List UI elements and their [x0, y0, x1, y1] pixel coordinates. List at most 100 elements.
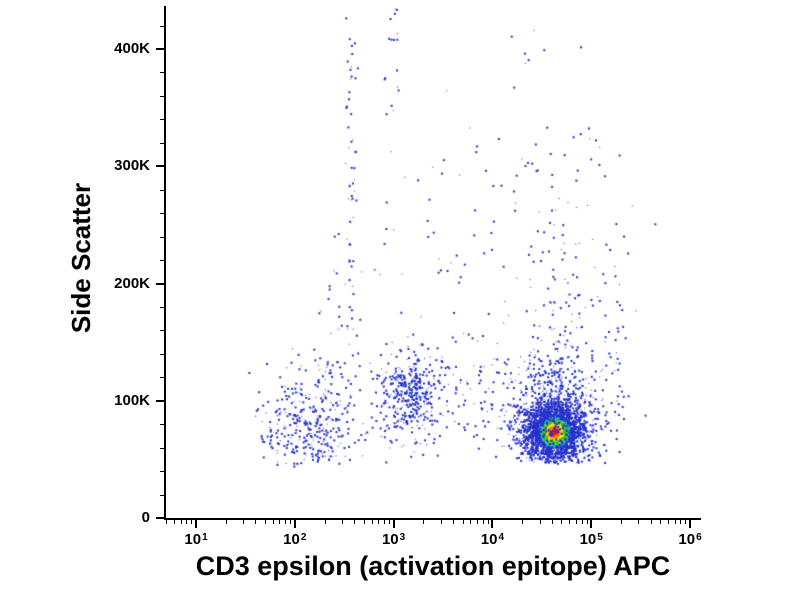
x-axis-minor-tick	[561, 520, 563, 524]
y-axis-minor-tick	[160, 377, 164, 379]
x-axis-minor-tick	[174, 520, 176, 524]
x-tick-exponent: 1	[202, 531, 208, 543]
x-axis-minor-tick	[341, 520, 343, 524]
x-axis-minor-tick	[384, 520, 386, 524]
y-axis-minor-tick	[160, 494, 164, 496]
x-axis-minor-tick	[680, 520, 682, 524]
y-axis-minor-tick	[160, 306, 164, 308]
x-tick-exponent: 4	[498, 531, 505, 543]
x-axis-tick-label: 103	[370, 531, 418, 548]
x-axis-line	[164, 518, 701, 520]
x-axis-minor-tick	[575, 520, 577, 524]
y-axis-minor-tick	[160, 25, 164, 27]
x-tick-exponent: 5	[597, 531, 603, 543]
x-tick-base: 10	[283, 531, 300, 548]
x-axis-title: CD3 epsilon (activation epitope) APC	[195, 551, 671, 581]
y-axis-tick	[156, 48, 164, 50]
x-axis-minor-tick	[423, 520, 425, 524]
x-axis-minor-tick	[660, 520, 662, 524]
x-axis-minor-tick	[482, 520, 484, 524]
x-tick-exponent: 3	[399, 531, 406, 543]
y-axis-line	[164, 6, 166, 520]
x-axis-tick-label: 105	[567, 531, 615, 548]
y-axis-minor-tick	[160, 330, 164, 332]
x-axis-minor-tick	[453, 520, 455, 524]
x-axis-minor-tick	[279, 520, 281, 524]
x-tick-base: 10	[579, 531, 597, 548]
x-axis-minor-tick	[272, 520, 274, 524]
x-tick-base: 10	[480, 531, 498, 548]
y-axis-title: Side Scatter	[66, 182, 96, 334]
x-axis-tick	[590, 520, 593, 528]
x-axis-minor-tick	[285, 520, 287, 524]
x-axis-minor-tick	[569, 520, 571, 524]
y-axis-tick	[156, 165, 164, 168]
x-tick-base: 10	[678, 531, 696, 548]
x-axis-minor-tick	[638, 520, 640, 524]
x-axis-minor-tick	[674, 520, 676, 524]
x-axis-minor-tick	[462, 520, 464, 524]
x-axis-minor-tick	[581, 520, 583, 524]
x-axis-minor-tick	[440, 520, 442, 524]
x-axis-minor-tick	[225, 520, 227, 524]
x-axis-minor-tick	[371, 520, 373, 524]
x-axis-tick-label: 106	[666, 531, 714, 548]
y-axis-tick-label: 100K	[114, 391, 150, 409]
x-axis-minor-tick	[685, 520, 687, 524]
x-axis-minor-tick	[620, 520, 622, 524]
y-axis-minor-tick	[160, 353, 164, 355]
y-axis-minor-tick	[160, 471, 164, 473]
x-axis-minor-tick	[354, 520, 356, 524]
y-axis-tick-label: 200K	[114, 274, 150, 292]
y-axis-minor-tick	[160, 213, 164, 215]
x-axis-tick	[491, 520, 494, 528]
x-axis-tick-label: 104	[468, 531, 516, 548]
x-axis-minor-tick	[243, 520, 245, 524]
y-axis-minor-tick	[160, 189, 164, 191]
y-axis-tick-label: 400K	[114, 40, 150, 57]
y-axis-minor-tick	[160, 447, 164, 449]
x-tick-exponent: 6	[696, 531, 702, 543]
x-axis-minor-tick	[324, 520, 326, 524]
y-axis-minor-tick	[160, 260, 164, 262]
x-axis-minor-tick	[290, 520, 292, 524]
x-tick-base: 10	[184, 531, 202, 548]
x-axis-minor-tick	[586, 520, 588, 524]
x-axis-tick	[195, 520, 197, 528]
x-axis-minor-tick	[650, 520, 652, 524]
x-axis-minor-tick	[487, 520, 489, 524]
x-axis-minor-tick	[363, 520, 365, 524]
x-axis-minor-tick	[389, 520, 391, 524]
x-axis-minor-tick	[522, 520, 524, 524]
x-axis-tick	[689, 520, 691, 528]
x-axis-minor-tick	[539, 520, 541, 524]
x-axis-tick	[293, 520, 296, 528]
x-axis-minor-tick	[551, 520, 553, 524]
x-axis-minor-tick	[378, 520, 380, 524]
x-axis-tick-label: 101	[172, 531, 220, 548]
y-axis-tick	[156, 399, 164, 402]
y-axis-minor-tick	[160, 72, 164, 74]
x-axis-minor-tick	[166, 520, 168, 524]
x-axis-minor-tick	[191, 520, 193, 524]
x-axis-minor-tick	[255, 520, 257, 524]
y-axis-minor-tick	[160, 119, 164, 121]
x-axis-minor-tick	[477, 520, 479, 524]
y-axis-minor-tick	[160, 236, 164, 238]
x-axis-minor-tick	[186, 520, 188, 524]
x-axis-minor-tick	[265, 520, 267, 524]
y-axis-tick-label: 0	[141, 509, 150, 526]
x-axis-minor-tick	[180, 520, 182, 524]
x-tick-base: 10	[381, 531, 399, 548]
y-axis-minor-tick	[160, 424, 164, 426]
x-tick-exponent: 2	[300, 531, 307, 543]
y-axis-tick	[156, 517, 164, 519]
x-axis-minor-tick	[668, 520, 670, 524]
y-axis-minor-tick	[160, 142, 164, 144]
y-axis-minor-tick	[160, 95, 164, 97]
y-axis-tick	[156, 282, 164, 285]
x-axis-tick	[392, 520, 395, 528]
y-axis-tick-label: 300K	[114, 157, 150, 175]
